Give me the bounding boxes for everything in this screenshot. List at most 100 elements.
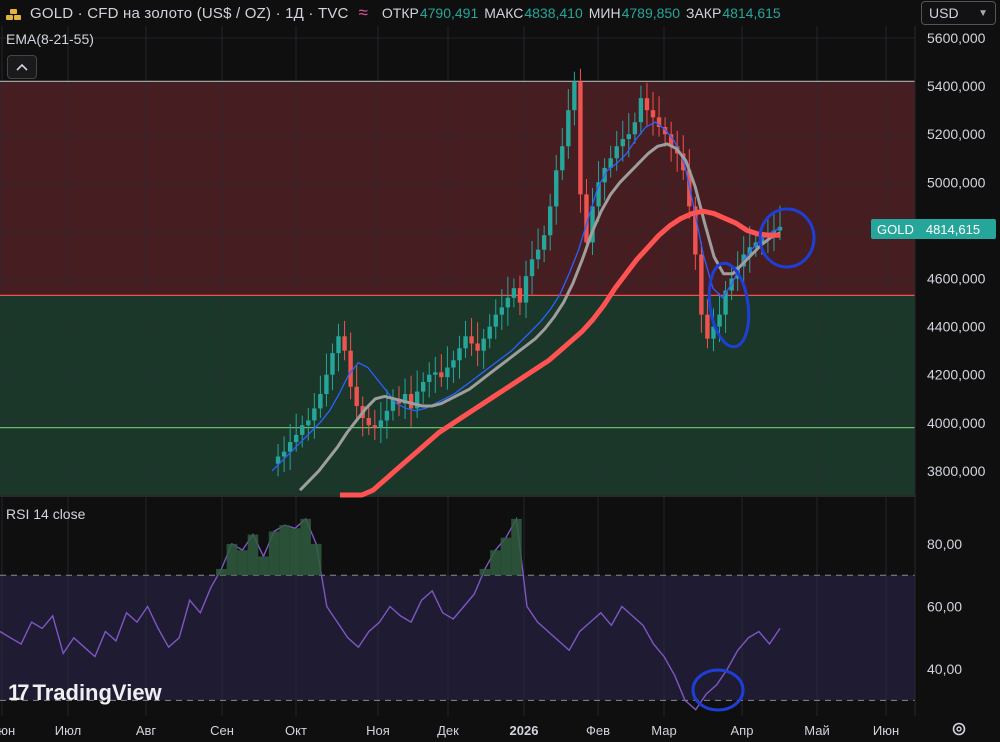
currency-select[interactable]: USD ▼ [921, 1, 996, 25]
rsi-tick-label: 60,00 [927, 599, 962, 615]
candle-body [620, 139, 625, 147]
open-value: 4790,491 [419, 5, 479, 21]
candle-body [348, 350, 353, 387]
tradingview-logo-text: TradingView [32, 680, 162, 705]
currency-value: USD [929, 5, 959, 21]
rsi-tick-label: 40,00 [927, 661, 962, 677]
price-tick-label: 4000,000 [927, 415, 986, 431]
candle-body [469, 336, 474, 344]
price-tick-label: 5600,000 [927, 30, 986, 46]
symbol-header: GOLD · CFD на золото (US$ / OZ) · 1Д · T… [0, 0, 915, 26]
time-tick-label: Июн [873, 723, 899, 738]
candle-body [439, 372, 444, 378]
candle-body [324, 374, 329, 394]
zone-red [0, 81, 915, 296]
tradingview-logo[interactable]: 17 TradingView [8, 680, 162, 706]
candle-body [427, 374, 432, 382]
candle-body [366, 418, 371, 426]
candle-body [390, 398, 396, 411]
rsi-overbought-fill [226, 543, 238, 576]
time-tick-label: Дек [437, 723, 459, 738]
candle-body [306, 420, 311, 426]
candle-body [414, 391, 420, 409]
ema-indicator-label[interactable]: EMA(8-21-55) [6, 31, 94, 47]
candle-body [632, 122, 638, 135]
candle-body [487, 326, 492, 339]
candle-body [650, 110, 656, 118]
candle-body [523, 276, 529, 303]
candle-body [330, 353, 335, 375]
candle-body [384, 410, 390, 421]
candle-body [493, 314, 498, 327]
ema-55-line [340, 208, 780, 498]
rsi-overbought-fill [511, 518, 522, 576]
candle-body [626, 134, 632, 140]
ema-21-line [298, 142, 781, 492]
last-price-badge: GOLD 4814,615 [871, 219, 996, 239]
candle-body [408, 393, 414, 409]
chevron-down-icon: ▼ [978, 7, 988, 19]
price-tick-label: 5000,000 [927, 174, 986, 190]
candle-body [511, 288, 517, 298]
candle-body [281, 451, 287, 457]
candle-body [541, 235, 547, 250]
annotation-circle [758, 207, 816, 269]
candle-body [535, 249, 541, 260]
candle-body [300, 425, 305, 435]
candle-body [705, 314, 710, 339]
rsi-overbought-fill [237, 550, 248, 576]
candle-body [275, 456, 281, 464]
candle-body [644, 98, 650, 111]
rsi-overbought-fill [289, 528, 301, 576]
waves-icon[interactable]: ≈ [358, 3, 368, 22]
price-tick-label: 5200,000 [927, 126, 986, 142]
price-tick-label: 4600,000 [927, 271, 986, 287]
time-tick-label: Июл [55, 723, 81, 738]
time-tick-label: 2026 [510, 723, 539, 738]
time-tick-label: Окт [285, 723, 307, 738]
candle-body [481, 338, 486, 351]
symbol-title[interactable]: GOLD · CFD на золото (US$ / OZ) · 1Д · T… [30, 4, 349, 22]
time-tick-label: Мар [651, 723, 676, 738]
collapse-indicators-button[interactable] [7, 55, 37, 79]
candle-body [499, 307, 505, 315]
candle-body [420, 381, 426, 392]
badge-symbol: GOLD [877, 221, 914, 237]
open-label: ОТКР [381, 5, 419, 21]
price-tick-label: 3800,000 [927, 463, 986, 479]
price-tick-label: 5400,000 [927, 78, 986, 94]
rsi-band-fill [0, 575, 915, 701]
candle-body [560, 146, 565, 171]
candle-body [554, 170, 559, 207]
candle-body [475, 343, 480, 351]
candle-body [318, 393, 323, 409]
low-value: 4789,850 [621, 5, 681, 21]
tradingview-mark-icon: 17 [8, 680, 30, 705]
candle-body [590, 206, 595, 243]
candle-body [572, 81, 577, 111]
rsi-line [0, 516, 781, 711]
candle-body [656, 117, 662, 128]
chevron-up-icon [16, 63, 28, 71]
price-axis-bg [916, 26, 1000, 716]
badge-price: 4814,615 [925, 221, 981, 237]
time-tick-label: Ноя [366, 723, 390, 738]
rsi-indicator-label[interactable]: RSI 14 close [6, 506, 86, 522]
candle-body [445, 367, 450, 378]
candle-body [342, 336, 347, 351]
gear-icon[interactable] [951, 721, 967, 737]
candle-body [312, 408, 317, 421]
candle-body [451, 360, 456, 368]
annotation-circle [691, 668, 745, 712]
candle-body [433, 372, 438, 375]
annotation-circle [707, 261, 751, 349]
time-tick-label: Фев [586, 723, 610, 738]
time-tick-label: Июн [0, 723, 15, 738]
candle-body [723, 290, 728, 315]
candle-body [596, 182, 601, 207]
rsi-tick-label: 80,00 [927, 536, 962, 552]
candle-body [336, 336, 341, 354]
candle-body [402, 393, 408, 404]
